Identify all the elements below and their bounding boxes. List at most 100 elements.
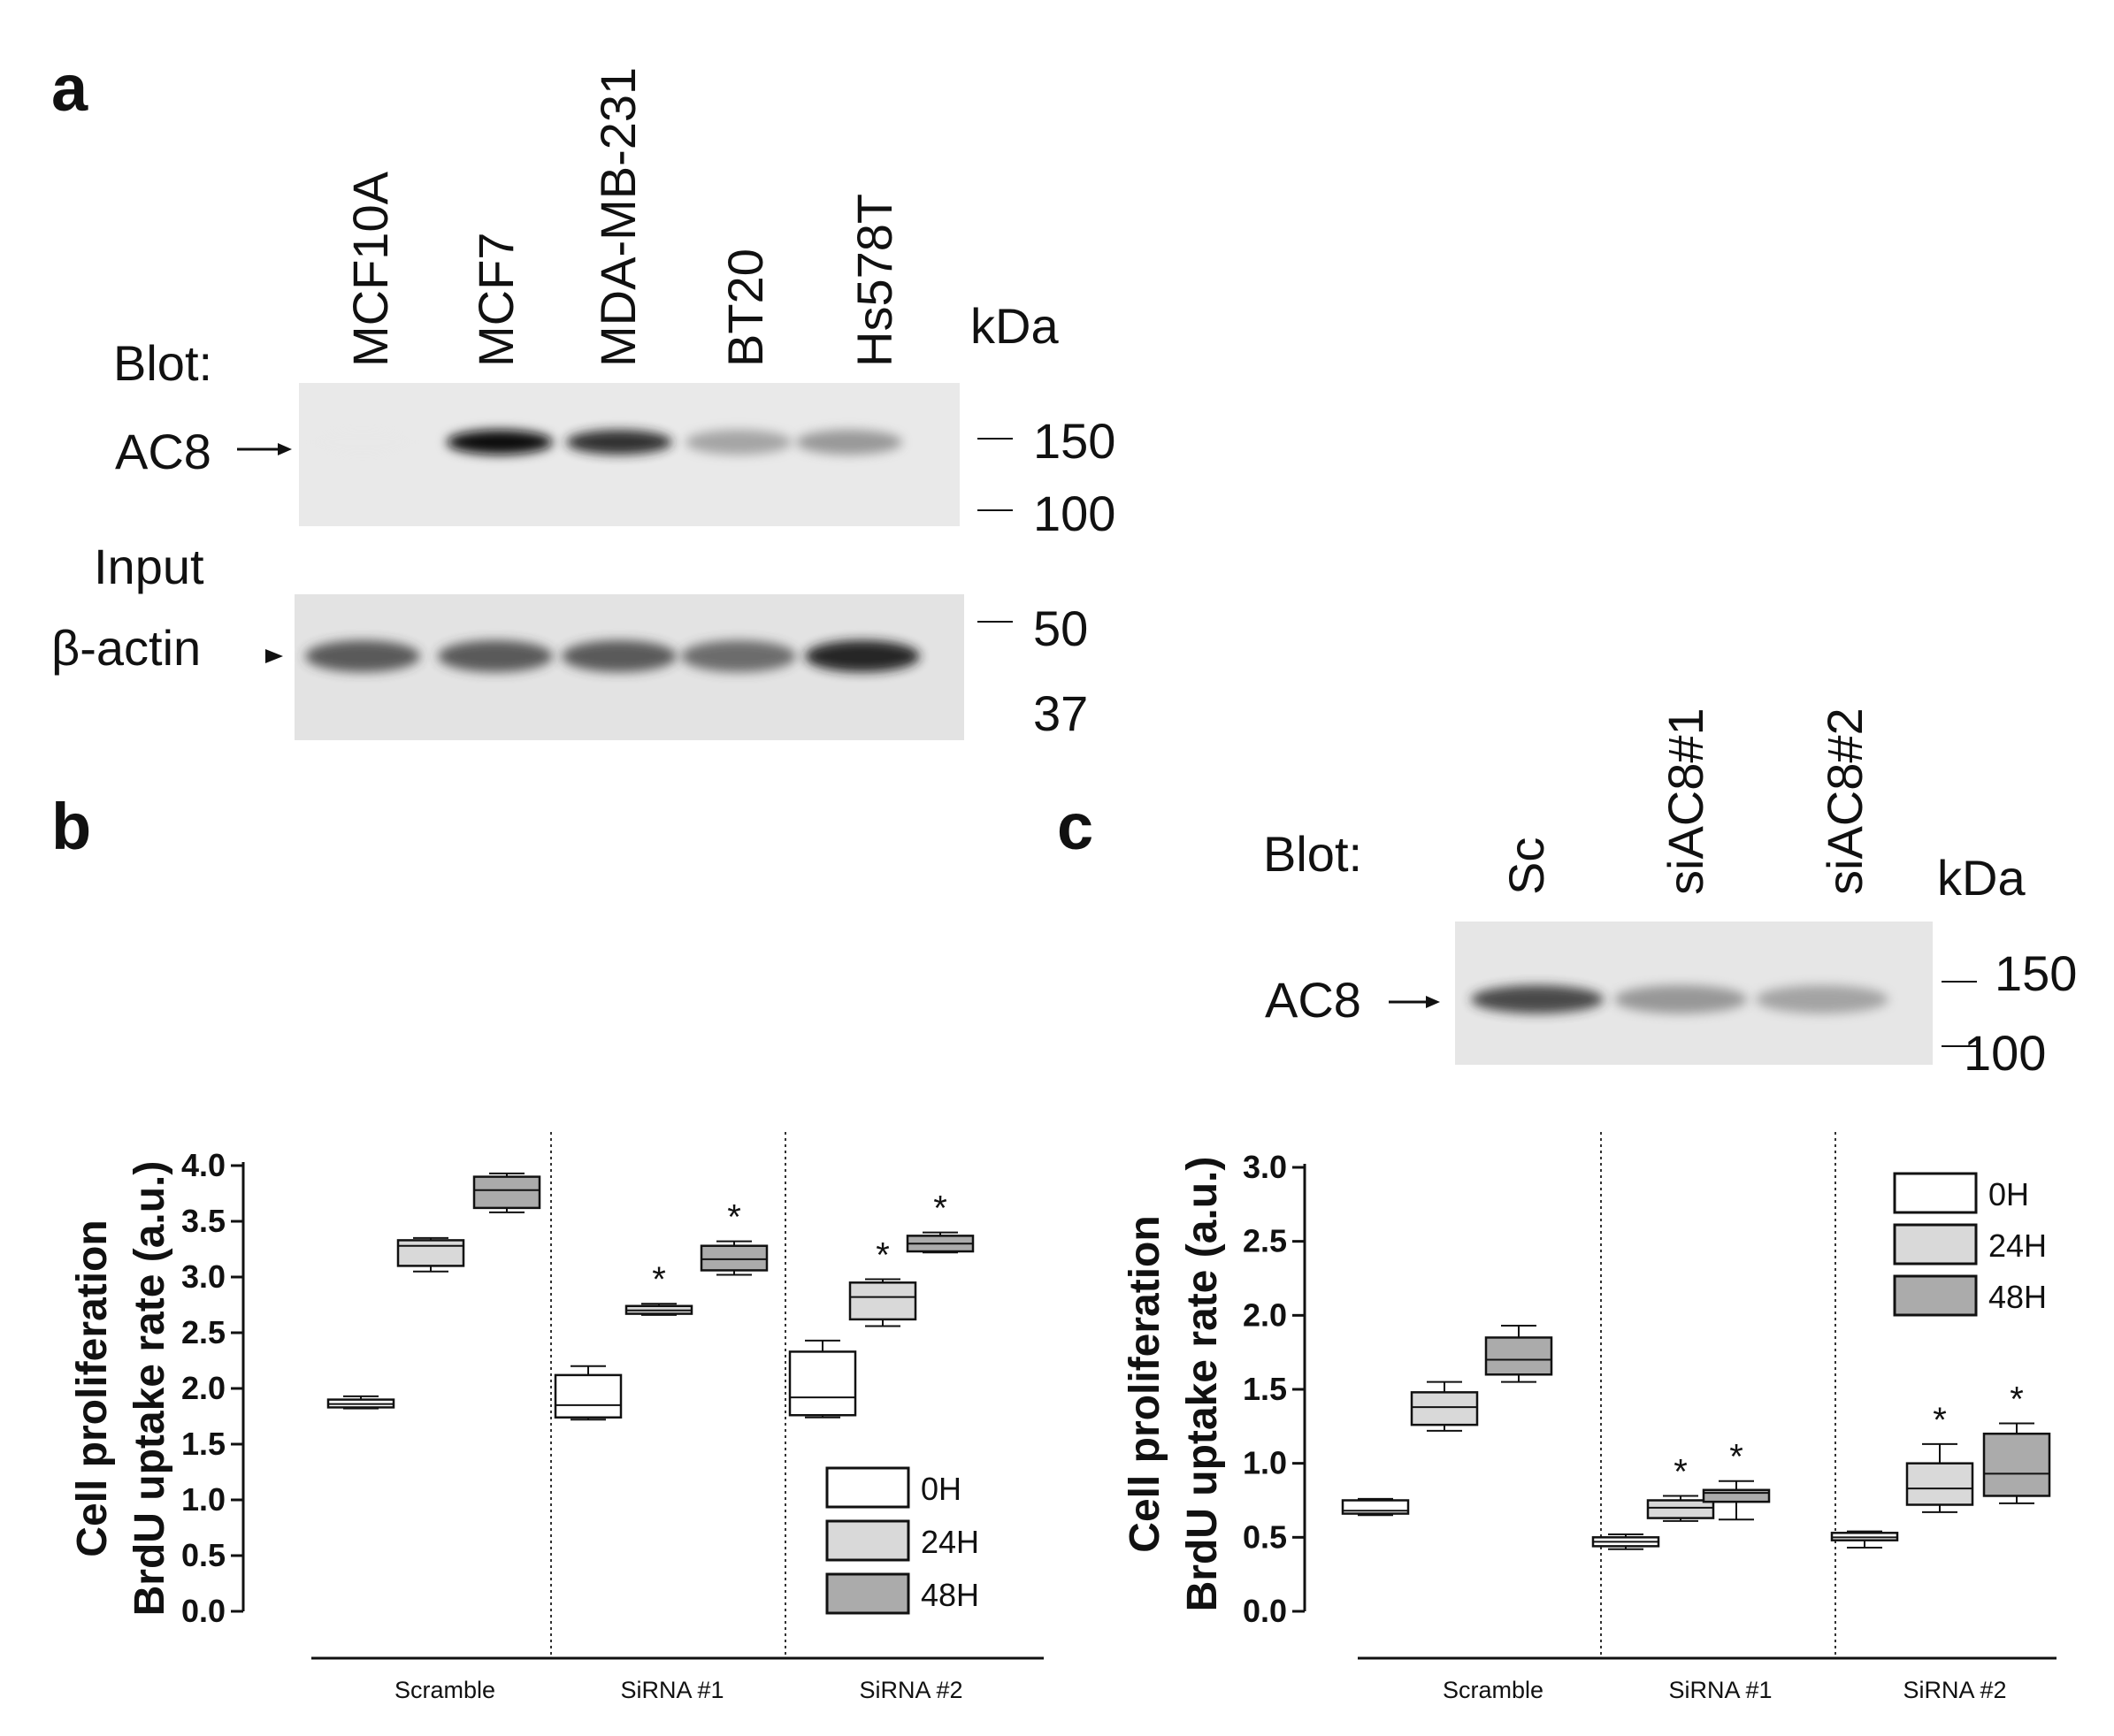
undefined-box-body: [700, 1244, 769, 1272]
panel-c-marker-150: 150: [1995, 945, 2077, 1001]
panel-c-blot-label: Blot:: [1263, 826, 1362, 882]
undefined-box-body: [1410, 1391, 1479, 1426]
undefined-ytick-label: 0.5: [1243, 1518, 1287, 1555]
undefined-ytick-label: 1.5: [181, 1426, 226, 1462]
undefined-ytick-label: 1.0: [181, 1481, 226, 1518]
panel-c-boxplot: 0.0 0.5 1.0 1.5 2.0 2.5 3.0 Cell proliferation B…: [1122, 1132, 2057, 1703]
panel-a-actin-band-3: [562, 640, 677, 672]
panel-c-ac8-arrow: [1389, 996, 1440, 1008]
panel-c-ac8-band-3: [1756, 985, 1888, 1013]
panel-a-ac8-band-4: [686, 430, 792, 455]
panel-a-blot-label: Blot:: [113, 335, 212, 391]
panel-c-lane-siac8-2: siAC8#2: [1817, 707, 1873, 895]
undefined-category-sirna-2: SiRNA #2: [1903, 1677, 2006, 1703]
undefined-box-sirna-1-0h: [1591, 1533, 1660, 1550]
undefined-ytick-label: 0.0: [1243, 1593, 1287, 1629]
panel-a-lane-mcf7: MCF7: [468, 233, 524, 367]
undefined-box-sirna-1-24h: *: [1646, 1452, 1715, 1522]
undefined-category-sirna-1: SiRNA #1: [620, 1677, 724, 1703]
panel-a-ac8-band-2: [447, 430, 553, 455]
undefined-box-sirna-2-24h: *: [1905, 1401, 1974, 1513]
undefined-ytick-label: 2.0: [181, 1370, 226, 1406]
undefined-legend-label-24h: 24H: [1988, 1227, 2047, 1264]
panel-c-lane-siac8-1: siAC8#1: [1658, 707, 1713, 895]
undefined-ytick-label: 1.5: [1243, 1371, 1287, 1407]
undefined-significance-star: *: [2010, 1380, 2024, 1419]
panel-a-actin-band-2: [438, 640, 553, 672]
panel-a-actin-bands: [305, 640, 920, 672]
undefined-category-scramble: Scramble: [394, 1677, 495, 1703]
undefined-legend-swatch-24h: [1893, 1223, 1978, 1266]
panel-a-actin-band-4: [681, 640, 796, 672]
undefined-legend-label-0h: 0H: [921, 1471, 961, 1507]
panel-a-lane-mcf10a: MCF10A: [342, 171, 398, 367]
undefined-significance-star: *: [933, 1189, 947, 1228]
undefined-legend-label-24h: 24H: [921, 1524, 979, 1560]
undefined-box-body: [1484, 1336, 1553, 1376]
undefined-ytick-label: 3.0: [181, 1258, 226, 1295]
undefined-legend-swatch-0h: [825, 1466, 910, 1509]
undefined-legend-swatch-24h: [825, 1519, 910, 1562]
undefined-ylabel-line-2: BrdU uptake rate (a.u.): [1179, 1157, 1226, 1612]
panel-a-lane-mda-mb-231: MDA-MB-231: [590, 67, 646, 367]
undefined-box-body: [1341, 1499, 1410, 1515]
panel-c-marker-100: 100: [1964, 1025, 2046, 1081]
panel-c-ac8-bands: [1471, 985, 1888, 1013]
undefined-ytick-label: 1.0: [1243, 1445, 1287, 1481]
undefined-box-scramble-24h: [396, 1236, 465, 1273]
undefined-legend-swatch-48h: [825, 1572, 910, 1615]
panel-c-letter: c: [1057, 790, 1093, 863]
panel-a-ac8-bands: [310, 430, 902, 455]
undefined-box-body: [554, 1373, 623, 1419]
undefined-legend-label-48h: 48H: [1988, 1279, 2047, 1315]
undefined-significance-star: *: [727, 1198, 741, 1237]
panel-a-marker-100: 100: [1033, 486, 1115, 541]
panel-a-marker-ticks: [977, 438, 1013, 623]
undefined-box-sirna-1-48h: *: [700, 1198, 769, 1276]
panel-a-actin-band-1: [305, 640, 420, 672]
undefined-ytick-label: 3.0: [1243, 1149, 1287, 1185]
undefined-category-sirna-1: SiRNA #1: [1668, 1677, 1772, 1703]
panel-a-lane-hs578t: Hs578T: [846, 194, 902, 367]
panel-a-lane-labels: MCF10A MCF7 MDA-MB-231 BT20 Hs578T: [342, 67, 902, 367]
panel-a-kda-label: kDa: [970, 298, 1059, 354]
panel-a-ac8-band-1: [310, 430, 416, 455]
undefined-significance-star: *: [876, 1236, 890, 1275]
undefined-significance-star: *: [1933, 1401, 1947, 1440]
undefined-significance-star: *: [1729, 1438, 1743, 1477]
panel-a-actin-label: β-actin: [51, 620, 201, 676]
undefined-box-scramble-48h: [472, 1172, 541, 1213]
undefined-box-sirna-2-48h: *: [1982, 1380, 2051, 1504]
panel-c-lane-sc: Sc: [1498, 837, 1554, 895]
panel-a-ac8-blot: [299, 383, 960, 526]
undefined-box-body: [1646, 1499, 1715, 1519]
undefined-legend-label-0h: 0H: [1988, 1176, 2029, 1212]
undefined-ytick-label: 4.0: [181, 1147, 226, 1183]
undefined-box-scramble-0h: [326, 1395, 395, 1410]
undefined-box-sirna-1-24h: *: [624, 1260, 693, 1316]
panel-c-lane-labels: Sc siAC8#1 siAC8#2: [1498, 707, 1873, 895]
undefined-legend-swatch-48h: [1893, 1274, 1978, 1317]
panel-c-kda-label: kDa: [1937, 850, 2026, 906]
panel-a-ac8-band-3: [566, 430, 672, 455]
undefined-legend-swatch-0h: [1893, 1172, 1978, 1214]
panel-a-ac8-arrow: [237, 443, 292, 455]
undefined-ytick-label: 3.5: [181, 1203, 226, 1239]
undefined-box-scramble-0h: [1341, 1497, 1410, 1517]
panel-c-ac8-label: AC8: [1265, 972, 1361, 1028]
undefined-category-scramble: Scramble: [1443, 1677, 1543, 1703]
undefined-box-scramble-48h: [1484, 1325, 1553, 1383]
undefined-significance-star: *: [1674, 1452, 1688, 1491]
undefined-box-body: [1982, 1432, 2051, 1497]
panel-c-ac8-band-1: [1471, 985, 1604, 1013]
undefined-ytick-label: 2.5: [181, 1314, 226, 1350]
panel-a-ac8-label: AC8: [115, 424, 211, 479]
undefined-category-sirna-2: SiRNA #2: [859, 1677, 962, 1703]
panel-c-blot-section: c Blot: AC8 kDa Sc siAC8#1 siAC8#2 150 100: [1057, 707, 2077, 1081]
undefined-box-body: [396, 1239, 465, 1267]
panel-a-ac8-band-5: [796, 430, 902, 455]
undefined-box-body: [472, 1175, 541, 1210]
undefined-legend-label-48h: 48H: [921, 1577, 979, 1613]
